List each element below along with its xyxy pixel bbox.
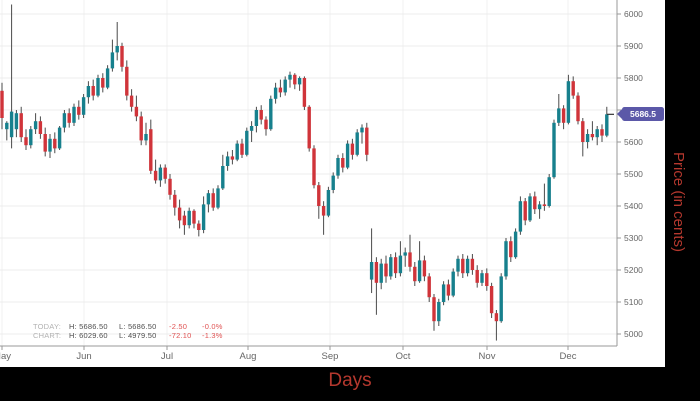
legend-row-chart: CHART: H: 6029.60 L: 4979.50 -72.10 -1.3% xyxy=(33,331,234,340)
y-tick-label: 5400 xyxy=(624,201,643,211)
y-tick-label: 5300 xyxy=(624,233,643,243)
y-tick-label: 6000 xyxy=(624,9,643,19)
x-tick-label: Oct xyxy=(396,351,411,362)
x-tick-label: Dec xyxy=(560,351,577,362)
axes xyxy=(0,0,618,347)
x-tick-label: Sep xyxy=(322,351,339,362)
today-change: -2.50 xyxy=(169,322,188,331)
y-tick-label: 5900 xyxy=(624,41,643,51)
x-tick-label: Nov xyxy=(479,351,496,362)
legend-row-today: TODAY: H: 5686.50 L: 5686.50 -2.50 -0.0% xyxy=(33,322,234,331)
chart-change-pct: -1.3% xyxy=(202,331,223,340)
x-tick-label: Jun xyxy=(76,351,91,362)
today-low: L: 5686.50 xyxy=(119,322,157,331)
candles-group xyxy=(0,4,609,341)
today-change-pct: -0.0% xyxy=(202,322,223,331)
y-tick-label: 5500 xyxy=(624,169,643,179)
chart-label: CHART: xyxy=(33,331,62,340)
x-axis-ticks: May Jun Jul Aug Sep Oct Nov Dec xyxy=(0,346,577,362)
x-axis-title: Days xyxy=(328,370,372,391)
today-label: TODAY: xyxy=(33,322,62,331)
x-tick-label: Aug xyxy=(240,351,257,362)
y-axis-title: Price (in cents) xyxy=(670,151,687,253)
y-tick-label: 5100 xyxy=(624,297,643,307)
y-tick-label: 5000 xyxy=(624,329,643,339)
x-tick-label: Jul xyxy=(161,351,173,362)
price-summary-legend: TODAY: H: 5686.50 L: 5686.50 -2.50 -0.0% CHA… xyxy=(33,322,234,340)
gridlines xyxy=(0,0,617,346)
today-high: H: 5686.50 xyxy=(69,322,108,331)
y-tick-label: 5200 xyxy=(624,265,643,275)
y-axis-ticks: 6000590058005700560055005400530052005100… xyxy=(617,9,643,339)
chart-high: H: 6029.60 xyxy=(69,331,108,340)
y-tick-label: 5800 xyxy=(624,73,643,83)
x-tick-label: May xyxy=(0,351,11,362)
chart-change: -72.10 xyxy=(169,331,192,340)
y-tick-label: 5600 xyxy=(624,137,643,147)
last-price-badge: 5686.5 xyxy=(617,107,664,122)
chart-low: L: 4979.50 xyxy=(119,331,157,340)
